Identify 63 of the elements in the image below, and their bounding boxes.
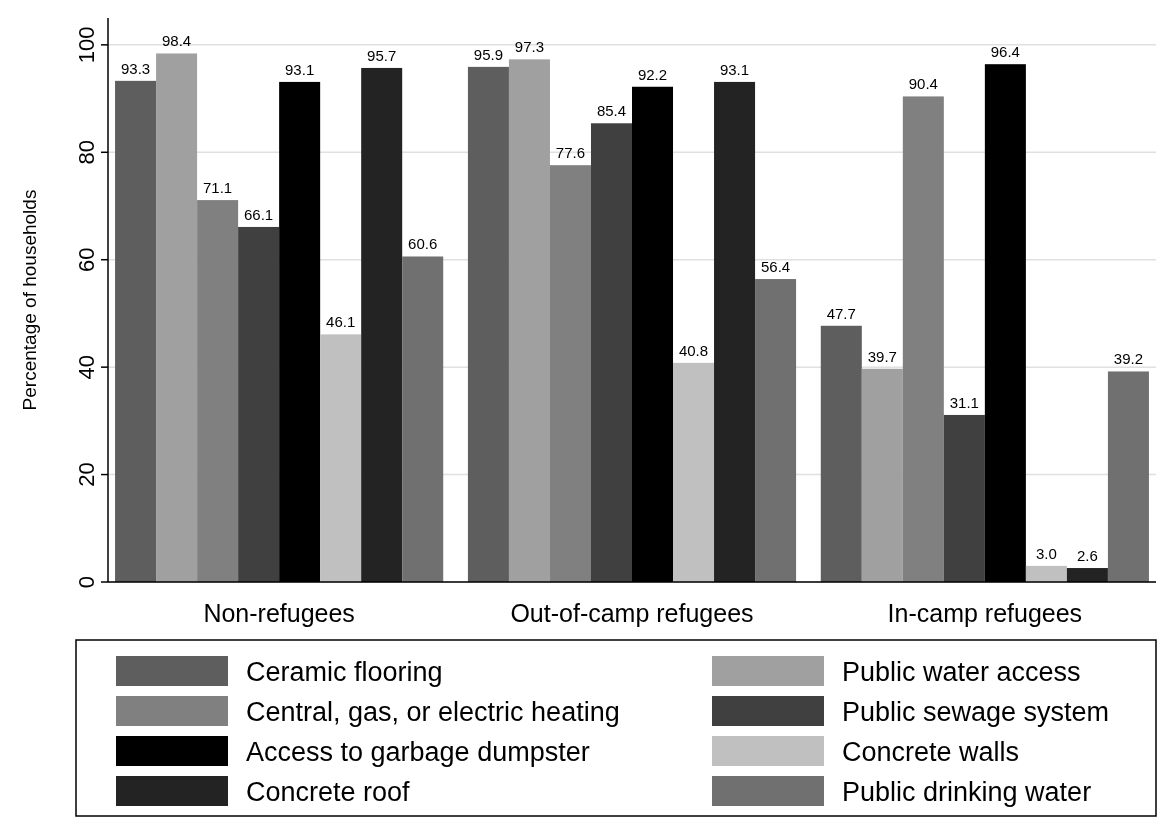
data-label: 93.3: [120, 59, 151, 77]
bar: [238, 226, 280, 582]
data-label: 90.4: [908, 75, 938, 93]
y-tick-label: 60: [74, 247, 99, 272]
bar: [508, 59, 550, 582]
bar: [156, 53, 198, 582]
data-label: 60.6: [408, 235, 438, 253]
data-label: 92.2: [637, 65, 668, 83]
bar: [1107, 371, 1149, 582]
bar: [402, 256, 444, 582]
y-tick-label: 0: [74, 575, 99, 589]
legend-label: Access to garbage dumpster: [246, 737, 590, 767]
data-label: 31.1: [949, 393, 979, 411]
bar: [943, 414, 985, 582]
bar: [361, 67, 403, 582]
data-label: 66.1: [244, 205, 274, 223]
data-label: 46.1: [326, 313, 356, 331]
data-label: 98.4: [161, 32, 192, 50]
bar: [467, 66, 509, 582]
data-label: 71.1: [203, 179, 233, 197]
data-label: 40.8: [678, 341, 709, 359]
data-label: 93.1: [285, 60, 315, 78]
y-tick-label: 40: [74, 354, 99, 380]
bar: [1025, 565, 1067, 582]
data-label: 39.2: [1113, 350, 1144, 368]
legend-label: Ceramic flooring: [246, 657, 443, 687]
data-label: 2.6: [1076, 547, 1098, 565]
legend-label: Concrete roof: [246, 777, 411, 807]
bar: [755, 279, 797, 582]
bar: [902, 96, 944, 582]
data-label: 93.1: [719, 60, 750, 78]
bar: [549, 165, 591, 582]
data-label: 95.7: [367, 46, 397, 64]
data-label: 47.7: [826, 304, 856, 322]
y-tick-label: 20: [74, 462, 99, 487]
bar: [115, 80, 157, 582]
data-label: 96.4: [990, 43, 1020, 61]
y-axis-title: Percentage of households: [19, 189, 40, 411]
data-label: 97.3: [514, 38, 545, 56]
y-tick-label: 100: [74, 26, 99, 64]
legend-label: Concrete walls: [842, 737, 1020, 767]
data-label: 85.4: [596, 102, 627, 120]
bar: [673, 362, 715, 582]
bar: [590, 123, 632, 582]
x-tick-label: Non-refugees: [203, 599, 355, 627]
legend-label: Central, gas, or electric heating: [246, 697, 620, 727]
legend-label: Public drinking water: [842, 777, 1092, 807]
data-label: 77.6: [555, 144, 586, 162]
bar: [714, 81, 756, 582]
bar: [820, 325, 862, 582]
legend-label: Public water access: [842, 657, 1081, 687]
data-label: 3.0: [1035, 544, 1057, 562]
bar: [320, 334, 362, 582]
x-tick-label: In-camp refugees: [887, 599, 1083, 627]
bar: [1066, 568, 1108, 582]
data-label: 56.4: [760, 258, 791, 276]
data-label: 95.9: [473, 45, 504, 63]
data-label: 39.7: [867, 347, 897, 365]
x-tick-label: Out-of-camp refugees: [510, 599, 754, 627]
y-tick-label: 80: [74, 140, 99, 165]
bar: [197, 200, 239, 582]
legend-label: Public sewage system: [842, 697, 1110, 727]
bar: [861, 368, 903, 582]
